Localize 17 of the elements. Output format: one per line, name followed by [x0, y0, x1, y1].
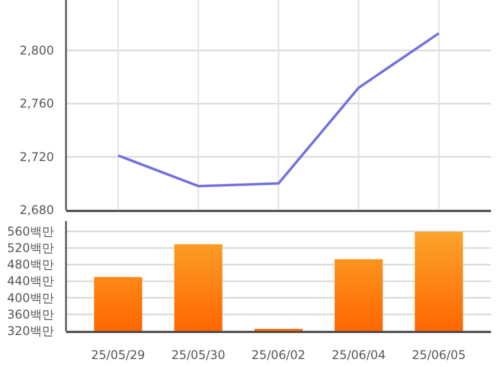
y-tick-label: 2,680 — [20, 203, 54, 217]
y-tick-label: 400백만 — [7, 290, 54, 305]
x-tick-label: 25/05/29 — [91, 348, 146, 362]
x-tick-label: 25/06/05 — [412, 348, 466, 362]
y-tick-label: 480백만 — [7, 258, 54, 272]
y-tick-label: 520백만 — [7, 240, 54, 255]
y-tick-label: 2,800 — [20, 44, 54, 58]
x-tick-label: 25/06/04 — [332, 348, 386, 362]
y-tick-label: 560백만 — [7, 224, 54, 238]
y-tick-label: 2,760 — [20, 96, 54, 111]
y-tick-label: 440백만 — [7, 274, 54, 288]
line-series — [116, 32, 440, 188]
x-tick-label: 25/06/02 — [252, 348, 306, 362]
y-tick-label: 2,720 — [20, 150, 54, 164]
y-tick-label: 320백만 — [7, 324, 54, 338]
x-tick-label: 25/05/30 — [171, 348, 226, 362]
y-tick-label: 360백만 — [7, 307, 54, 322]
